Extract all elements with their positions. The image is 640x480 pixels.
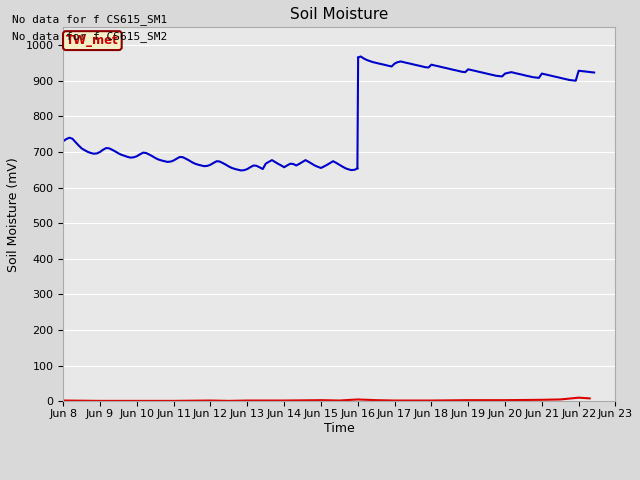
X-axis label: Time: Time <box>324 421 355 435</box>
Legend: DltaT_SM1, DltaT_SM2: DltaT_SM1, DltaT_SM2 <box>221 477 458 480</box>
Text: No data for f CS615_SM2: No data for f CS615_SM2 <box>12 31 167 42</box>
Text: TW_met: TW_met <box>66 34 119 47</box>
Y-axis label: Soil Moisture (mV): Soil Moisture (mV) <box>7 157 20 272</box>
Text: No data for f CS615_SM1: No data for f CS615_SM1 <box>12 14 167 25</box>
Title: Soil Moisture: Soil Moisture <box>290 7 388 22</box>
